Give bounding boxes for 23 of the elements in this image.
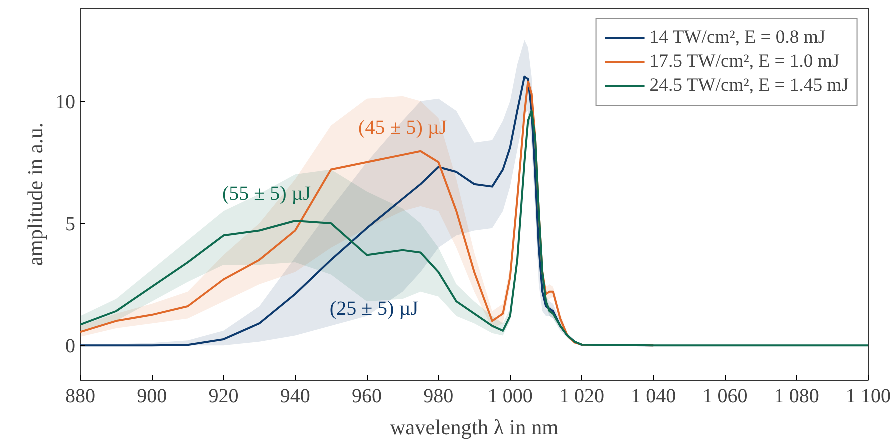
x-axis-title: wavelength λ in nm <box>390 416 560 440</box>
x-tick-label: 1 000 <box>488 386 533 408</box>
legend-label: 14 TW/cm², E = 0.8 mJ <box>650 27 826 49</box>
x-tick-label: 1 040 <box>631 386 676 408</box>
x-tick-label: 980 <box>424 386 454 408</box>
legend-label: 24.5 TW/cm², E = 1.45 mJ <box>650 75 849 97</box>
x-tick-label: 1 020 <box>559 386 604 408</box>
legend-label: 17.5 TW/cm², E = 1.0 mJ <box>650 51 840 73</box>
y-tick-label: 10 <box>56 91 76 114</box>
y-axis-title: amplitude in a.u. <box>24 122 48 266</box>
x-tick-label: 880 <box>66 386 96 408</box>
x-tick-label: 920 <box>208 386 239 408</box>
annotation: (25 ± 5) µJ <box>330 298 419 320</box>
x-tick-label: 1 080 <box>774 386 820 408</box>
y-tick-label: 0 <box>66 336 76 358</box>
annotation: (55 ± 5) µJ <box>222 183 312 206</box>
x-tick-label: 900 <box>137 386 168 408</box>
y-tick-label: 5 <box>66 213 76 236</box>
x-tick-label: 940 <box>280 386 310 408</box>
x-tick-label: 1 060 <box>702 386 748 408</box>
annotation: (45 ± 5) µJ <box>358 117 448 140</box>
x-tick-label: 1 100 <box>846 386 891 408</box>
x-tick-label: 960 <box>352 386 382 408</box>
